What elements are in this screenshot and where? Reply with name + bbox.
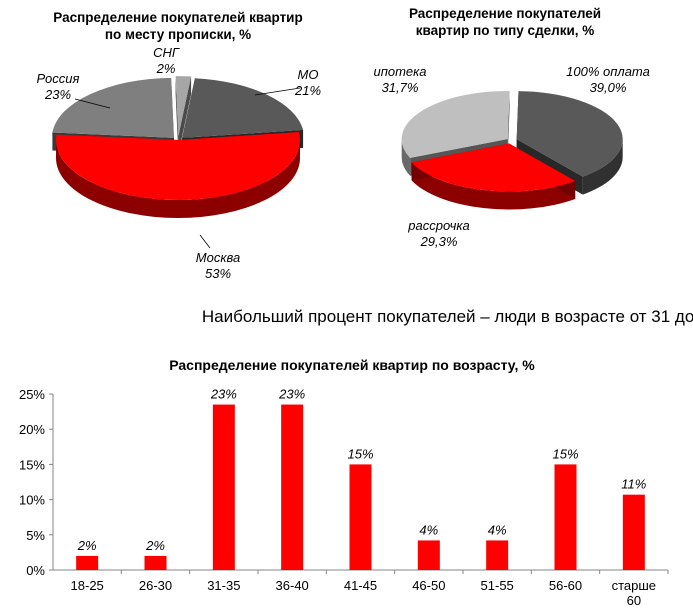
bar-data-label: 15% <box>552 446 578 461</box>
x-tick-label: старше <box>612 578 656 593</box>
pie-slice <box>411 143 576 192</box>
bar-data-label: 4% <box>488 522 507 537</box>
pie-chart-0: Распределение покупателей квартир по мест… <box>37 10 321 281</box>
pie-leader-line <box>254 87 301 96</box>
bar <box>554 464 577 570</box>
pie-slice-name-label: СНГ <box>153 45 180 60</box>
x-tick-label: 26-30 <box>139 578 172 593</box>
bar <box>281 404 304 570</box>
bar <box>76 555 99 570</box>
pie-title-line: квартир по типу сделки, % <box>416 23 595 38</box>
pie-slice-value-label: 31,7% <box>382 80 419 95</box>
x-tick-label: 56-60 <box>549 578 582 593</box>
pie-slice <box>401 90 510 158</box>
x-tick-label: 36-40 <box>276 578 309 593</box>
pie-slice-name-label: МО <box>298 67 319 82</box>
pie-slice-name-label: 100% оплата <box>566 64 650 79</box>
y-tick-label: 5% <box>26 528 45 543</box>
pie-slice-value-label: 2% <box>156 61 176 76</box>
pie-slice-side <box>56 140 300 218</box>
y-tick-label: 0% <box>26 563 45 578</box>
pie-slice-edge <box>178 76 192 155</box>
bar-data-label: 2% <box>77 538 97 553</box>
caption-text: Наибольший процент покупателей – люди в … <box>202 307 693 326</box>
pie-leader-line <box>74 98 111 109</box>
bar-data-label: 15% <box>347 446 373 461</box>
pie-slice <box>52 77 174 138</box>
bar <box>144 555 167 570</box>
bar <box>417 540 440 570</box>
pie-title-line: Распределение покупателей квартир <box>53 10 302 25</box>
bar-data-label: 23% <box>278 387 305 402</box>
x-tick-label: 31-35 <box>207 578 240 593</box>
pie-slice <box>175 76 192 137</box>
bar-data-label: 4% <box>419 522 438 537</box>
y-tick-label: 20% <box>19 422 45 437</box>
pie-slice-edge <box>507 90 510 157</box>
x-tick-label: 18-25 <box>71 578 104 593</box>
pie-slice-name-label: Москва <box>196 250 240 265</box>
pie-slice-edge <box>175 76 179 155</box>
bar-data-label: 2% <box>145 538 165 553</box>
pie-leader-line <box>199 234 211 249</box>
y-tick-label: 25% <box>19 387 45 402</box>
pie-slice-value-label: 23% <box>44 87 71 102</box>
pie-slice <box>182 78 304 138</box>
pie-chart-1: Распределение покупателей квартир по типу… <box>373 6 649 249</box>
y-tick-label: 10% <box>19 493 45 508</box>
x-tick-label: 60 <box>627 593 641 608</box>
bar <box>349 464 372 570</box>
y-tick-label: 15% <box>19 457 45 472</box>
pie-slice <box>516 91 623 177</box>
x-tick-label: 51-55 <box>481 578 514 593</box>
pie-slice-name-label: рассрочка <box>407 218 469 233</box>
pie-slice-value-label: 29,3% <box>420 234 458 249</box>
pie-title-line: по месту прописки, % <box>105 27 251 42</box>
pie-slice-side <box>411 162 576 210</box>
bar-chart: Распределение покупателей квартир по воз… <box>19 357 669 608</box>
pie-slice <box>55 132 300 201</box>
pie-title-line: Распределение покупателей <box>409 6 601 21</box>
bar <box>486 540 509 570</box>
bar-chart-title: Распределение покупателей квартир по воз… <box>169 357 535 373</box>
pie-slice-value-label: 21% <box>294 83 321 98</box>
pie-slice-side <box>582 139 623 195</box>
bar-data-label: 23% <box>210 387 237 402</box>
bar <box>622 494 645 570</box>
pie-slice-name-label: ипотека <box>373 64 426 79</box>
pie-slice-value-label: 53% <box>205 266 231 281</box>
pie-slice-value-label: 39,0% <box>590 80 627 95</box>
pie-slice-name-label: Россия <box>37 71 80 86</box>
x-tick-label: 46-50 <box>412 578 445 593</box>
bar-data-label: 11% <box>621 477 646 492</box>
x-tick-label: 41-45 <box>344 578 377 593</box>
pie-slice-side <box>401 138 411 176</box>
bar <box>212 404 235 570</box>
